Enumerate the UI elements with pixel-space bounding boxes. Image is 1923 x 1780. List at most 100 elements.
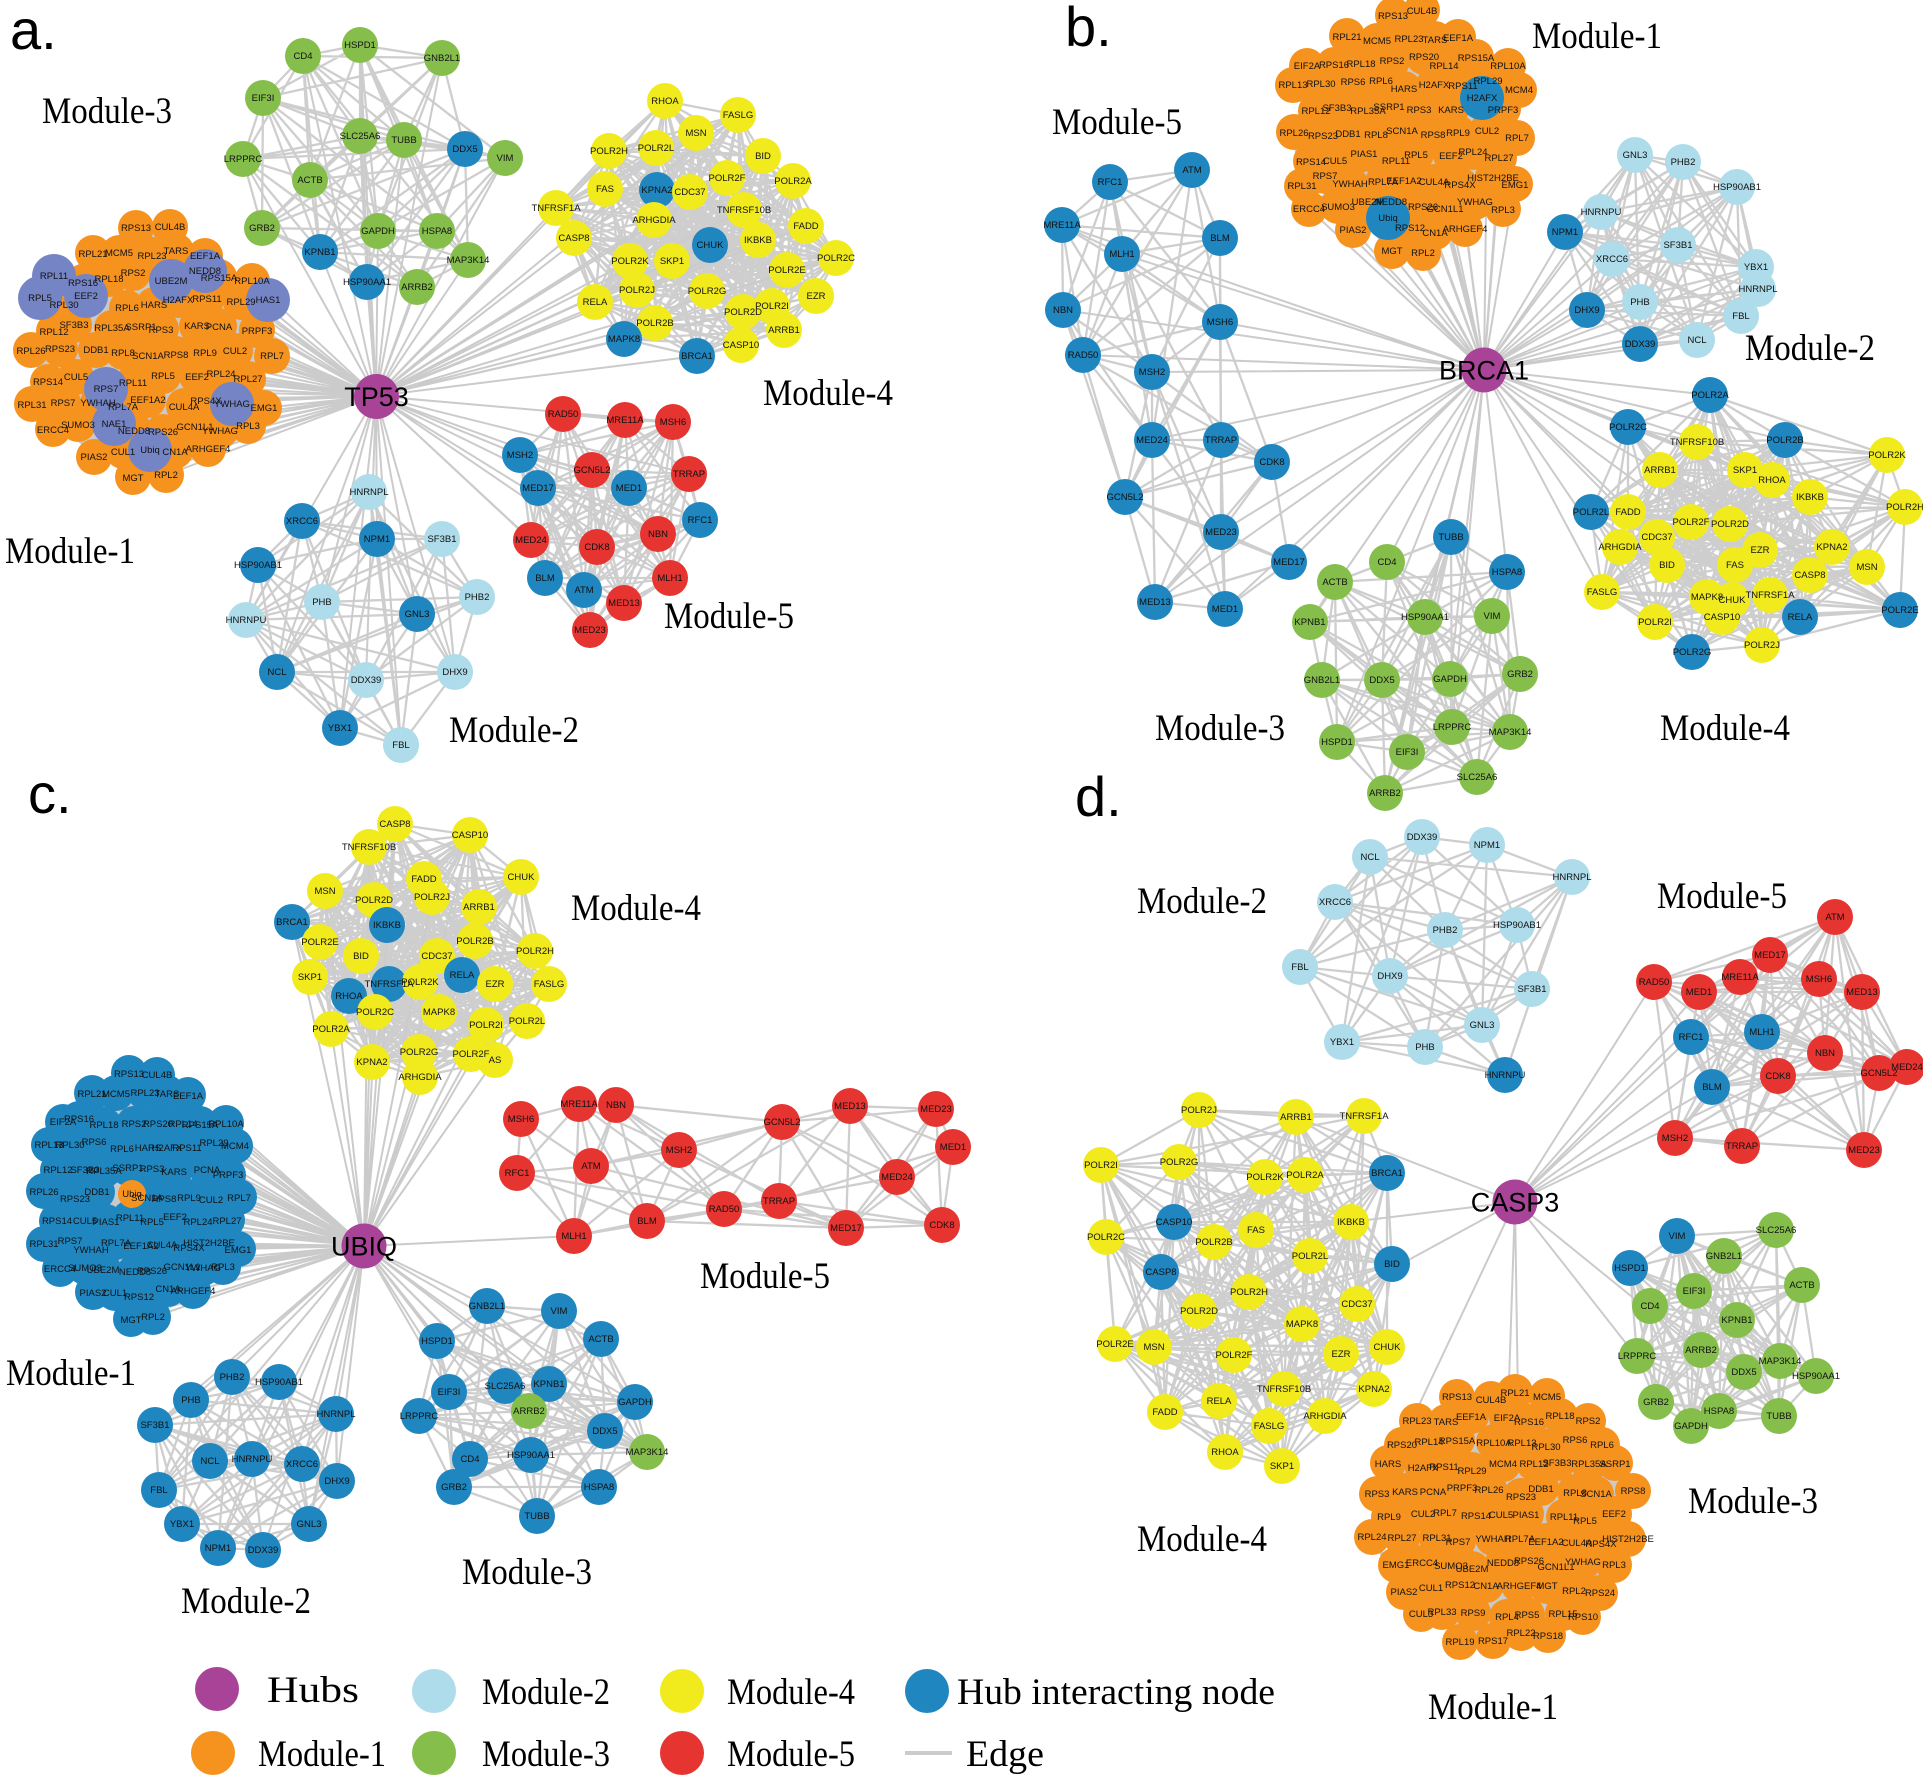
svg-text:CDC37: CDC37 (674, 187, 705, 198)
svg-text:a.: a. (10, 0, 57, 61)
svg-text:RPS7: RPS7 (58, 1236, 83, 1247)
svg-text:POLR2L: POLR2L (1292, 1251, 1328, 1262)
svg-text:POLR2F: POLR2F (453, 1049, 490, 1060)
svg-text:KPNB1: KPNB1 (533, 1379, 564, 1390)
svg-text:HSP90AA1: HSP90AA1 (343, 277, 391, 288)
svg-text:SSRP1: SSRP1 (125, 322, 156, 333)
svg-text:RPL8: RPL8 (1563, 1488, 1587, 1499)
svg-text:CASP8: CASP8 (1145, 1267, 1176, 1278)
svg-text:EIF2A: EIF2A (50, 1117, 77, 1128)
svg-text:ACTB: ACTB (297, 175, 322, 186)
svg-text:RPL5: RPL5 (151, 371, 175, 382)
svg-text:HARS: HARS (1375, 1459, 1401, 1470)
svg-text:RPS4X: RPS4X (1444, 180, 1476, 191)
svg-text:BRCA1: BRCA1 (1439, 356, 1529, 386)
svg-text:TNFRSF10B: TNFRSF10B (342, 842, 396, 853)
svg-text:RPL35A: RPL35A (1350, 106, 1386, 117)
svg-text:YWHAH: YWHAH (1475, 1534, 1511, 1545)
svg-text:POLR2D: POLR2D (1180, 1306, 1218, 1317)
svg-text:RFC1: RFC1 (1098, 177, 1123, 188)
svg-text:RPS8: RPS8 (152, 1194, 177, 1205)
svg-text:VIM: VIM (1484, 611, 1501, 622)
svg-text:ERCC4: ERCC4 (37, 425, 69, 436)
svg-text:FBL: FBL (1291, 962, 1308, 973)
svg-text:SF3B1: SF3B1 (1517, 984, 1546, 995)
svg-text:RPL3: RPL3 (211, 1262, 235, 1273)
svg-text:CUL5: CUL5 (1489, 1510, 1513, 1521)
svg-text:CUL3: CUL3 (1409, 1609, 1433, 1620)
svg-text:RPS15A: RPS15A (1458, 53, 1495, 64)
svg-text:POLR2I: POLR2I (469, 1020, 503, 1031)
svg-text:CUL4A: CUL4A (169, 402, 200, 413)
svg-text:ARRB2: ARRB2 (1369, 788, 1401, 799)
svg-text:BID: BID (1384, 1259, 1400, 1270)
svg-text:RPS11: RPS11 (192, 294, 221, 305)
svg-text:YWHAH: YWHAH (80, 398, 116, 409)
svg-text:UBE2M: UBE2M (1352, 197, 1385, 208)
svg-text:EIF3I: EIF3I (252, 93, 275, 104)
svg-text:RELA: RELA (1207, 1396, 1232, 1407)
svg-text:RPL35A: RPL35A (86, 1166, 122, 1177)
svg-text:POLR2I: POLR2I (1638, 617, 1672, 628)
svg-text:FASLG: FASLG (1254, 1421, 1285, 1432)
svg-text:RPL12: RPL12 (39, 327, 68, 338)
svg-text:MRE11A: MRE11A (1721, 972, 1759, 983)
svg-text:IKBKB: IKBKB (1337, 1217, 1365, 1228)
svg-text:MSH6: MSH6 (1806, 974, 1832, 985)
svg-text:FAS: FAS (1726, 560, 1744, 571)
svg-text:CHUK: CHUK (697, 240, 725, 251)
svg-text:c.: c. (28, 762, 72, 825)
svg-text:TARS: TARS (164, 246, 189, 257)
svg-text:RPS16: RPS16 (64, 1114, 94, 1125)
svg-text:RPL12: RPL12 (1519, 1459, 1548, 1470)
svg-text:SSRP1: SSRP1 (1599, 1459, 1630, 1470)
svg-text:KPNB1: KPNB1 (304, 247, 335, 258)
svg-text:MAPK8: MAPK8 (1286, 1319, 1318, 1330)
svg-text:EEF1A: EEF1A (1443, 33, 1474, 44)
svg-text:RPS14: RPS14 (1296, 157, 1326, 168)
svg-text:RPL26: RPL26 (16, 346, 45, 357)
svg-text:POLR2L: POLR2L (1573, 507, 1609, 518)
svg-text:RPL35A: RPL35A (94, 323, 130, 334)
svg-text:POLR2H: POLR2H (516, 946, 554, 957)
svg-text:GCN5L2: GCN5L2 (574, 465, 611, 476)
svg-text:ACTB: ACTB (1322, 577, 1347, 588)
svg-text:UBIQ: UBIQ (331, 1232, 397, 1262)
svg-text:NPM1: NPM1 (1474, 840, 1500, 851)
svg-text:ERCC4: ERCC4 (1406, 1558, 1438, 1569)
svg-text:POLR2B: POLR2B (1195, 1237, 1233, 1248)
svg-text:ARRB2: ARRB2 (513, 1406, 545, 1417)
svg-text:EEF1A: EEF1A (1456, 1412, 1487, 1423)
svg-text:MLH1: MLH1 (561, 1231, 586, 1242)
svg-text:MSH2: MSH2 (507, 450, 533, 461)
svg-text:DDB1: DDB1 (83, 345, 108, 356)
svg-text:RPS3: RPS3 (149, 325, 174, 336)
svg-text:ARHGDIA: ARHGDIA (1598, 542, 1642, 553)
svg-text:NEDD8: NEDD8 (118, 426, 150, 437)
svg-text:TNFRSF10B: TNFRSF10B (717, 205, 771, 216)
svg-text:SLC25A6: SLC25A6 (1457, 772, 1498, 783)
svg-text:Module-5: Module-5 (1052, 102, 1182, 143)
svg-text:PHB: PHB (312, 597, 332, 608)
svg-text:GAPDH: GAPDH (361, 226, 395, 237)
svg-text:PIAS2: PIAS2 (80, 1288, 107, 1299)
svg-text:MGT: MGT (1536, 1581, 1557, 1592)
svg-text:YWHAH: YWHAH (1332, 179, 1368, 190)
svg-text:RPS6: RPS6 (1563, 1435, 1588, 1446)
svg-text:POLR2D: POLR2D (1711, 519, 1749, 530)
svg-text:PHB2: PHB2 (220, 1372, 245, 1383)
svg-text:HSP90AA1: HSP90AA1 (1401, 612, 1449, 623)
svg-text:NCL: NCL (200, 1456, 219, 1467)
svg-text:GRB2: GRB2 (441, 1482, 467, 1493)
svg-text:MED24: MED24 (1136, 435, 1168, 446)
svg-text:GNB2L1: GNB2L1 (1706, 1251, 1742, 1262)
svg-text:RPL9: RPL9 (1377, 1512, 1401, 1523)
svg-text:RPL5: RPL5 (28, 293, 52, 304)
svg-text:MLH1: MLH1 (1749, 1027, 1774, 1038)
svg-text:KARS: KARS (161, 1167, 187, 1178)
svg-text:CDC37: CDC37 (1641, 532, 1672, 543)
svg-text:EEF1A: EEF1A (173, 1091, 204, 1102)
svg-text:CN1A: CN1A (162, 447, 188, 458)
svg-text:GAPDH: GAPDH (1674, 1421, 1708, 1432)
svg-text:CASP10: CASP10 (452, 830, 488, 841)
